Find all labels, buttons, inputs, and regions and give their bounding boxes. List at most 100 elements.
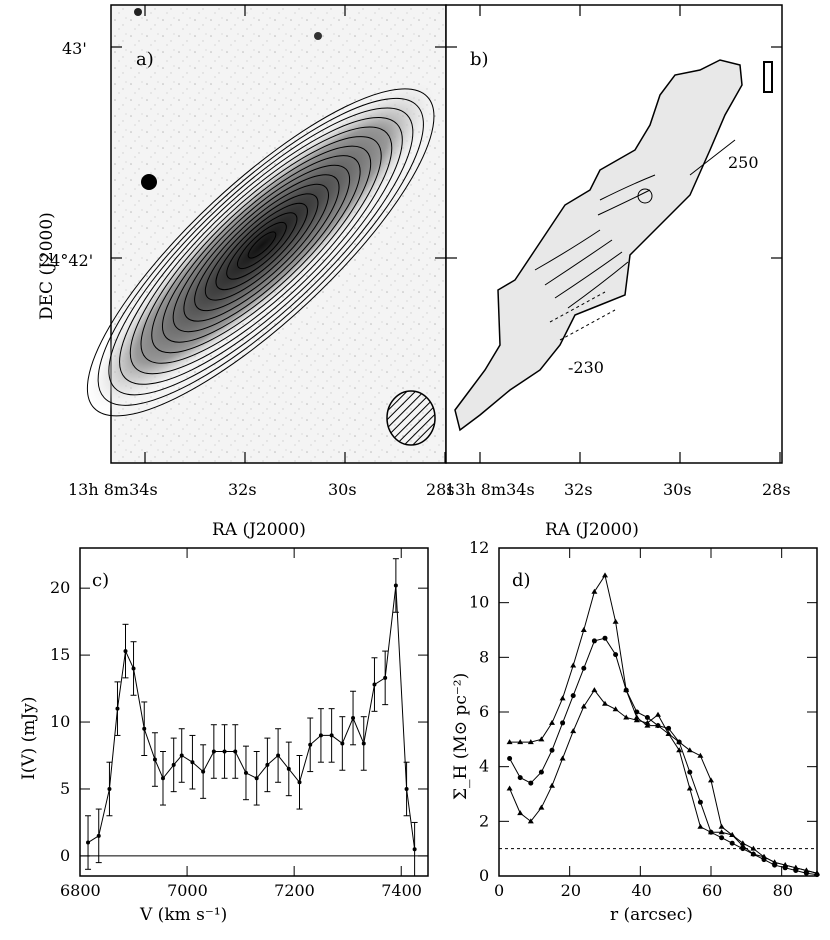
data-point: [719, 835, 725, 841]
leader-line: [689, 139, 736, 176]
contour-line: [129, 126, 393, 375]
star: [134, 8, 142, 16]
panel-b-label: b): [470, 49, 489, 70]
x-tick-label: 6800: [60, 881, 101, 900]
star: [141, 174, 157, 190]
x-tick-label: 7200: [274, 881, 315, 900]
x-tick-30: 30s: [328, 480, 357, 499]
y-tick-label: 20: [50, 578, 70, 597]
data-point: [361, 741, 366, 746]
data-point: [179, 753, 184, 758]
data-point: [740, 846, 746, 852]
y-tick-label: 10: [50, 712, 70, 731]
data-point-triangle: [686, 747, 693, 753]
panel-c-ylabel: I(V) (mJy): [19, 697, 39, 780]
data-point: [318, 733, 323, 738]
data-point: [623, 687, 629, 693]
x-tick-label: 0: [494, 881, 504, 900]
contour-line: [236, 221, 287, 270]
data-point-triangle: [803, 867, 810, 873]
data-point: [634, 709, 640, 715]
data-point: [729, 840, 735, 846]
contour-line: [86, 88, 435, 417]
data-point-triangle: [782, 862, 789, 868]
star: [314, 32, 322, 40]
data-point: [750, 851, 756, 857]
data-point-triangle: [623, 714, 630, 720]
data-point-triangle: [527, 818, 534, 824]
data-point-triangle: [527, 739, 534, 745]
contour-label-250: 250: [728, 153, 759, 172]
galaxy-image: [82, 76, 442, 414]
data-point: [602, 635, 608, 641]
data-point: [697, 799, 703, 805]
data-point-triangle: [814, 870, 820, 876]
data-point: [549, 747, 555, 753]
data-point-triangle: [686, 785, 693, 791]
y-tick-label: 2: [479, 811, 489, 830]
panel-a-ticks: [111, 5, 446, 463]
x-tick-28: 28s: [762, 480, 791, 499]
data-point: [383, 675, 388, 680]
x-tick-30: 30s: [663, 480, 692, 499]
y-tick-label: 15: [50, 645, 70, 664]
y-tick-43: 43': [62, 39, 87, 58]
data-point-triangle: [739, 840, 746, 846]
y-tick-label: 12: [469, 538, 489, 557]
data-point-triangle: [559, 695, 566, 701]
data-point-triangle: [644, 719, 651, 725]
data-point: [372, 682, 377, 687]
data-point-triangle: [612, 618, 619, 624]
data-point-triangle: [729, 832, 736, 837]
panel-d: d) 0 20 40 60 80 0 2 4 6 8 10 12 r (arcsec) Σ_H (M⊙…: [451, 538, 820, 925]
data-point-triangle: [612, 706, 619, 712]
y-tick-label: 0: [60, 846, 70, 865]
data-point: [211, 749, 216, 754]
data-point: [308, 742, 313, 747]
data-point-triangle: [761, 853, 767, 859]
y-tick-label: 8: [479, 647, 489, 666]
data-point-triangle: [549, 719, 555, 725]
data-point: [340, 741, 345, 746]
data-point: [351, 716, 356, 721]
data-point: [243, 770, 248, 775]
y-tick-2442: 24°42': [40, 251, 93, 270]
data-point: [404, 786, 409, 791]
panel-c-frame: [79, 547, 429, 877]
data-point-triangle: [549, 782, 555, 788]
contour-line: [151, 145, 372, 354]
data-point-triangle: [591, 687, 598, 693]
data-point: [254, 776, 259, 781]
scale-bar: [763, 61, 773, 93]
data-point: [190, 760, 195, 765]
data-point: [171, 762, 176, 767]
velocity-contours: [534, 174, 656, 341]
panel-a-contours: [86, 88, 435, 417]
data-point-triangle: [792, 864, 799, 870]
panel-d-data: [506, 572, 820, 878]
data-point-triangle: [538, 736, 545, 742]
y-tick-label: 10: [469, 593, 489, 612]
data-point-triangle: [559, 755, 566, 761]
panel-d-xlabel: r (arcsec): [610, 905, 693, 925]
data-point: [201, 769, 206, 774]
contour-line: [119, 117, 403, 385]
data-point-triangle: [538, 804, 545, 810]
data-point: [107, 786, 112, 791]
x-tick-label: 20: [561, 881, 581, 900]
data-point: [393, 583, 398, 588]
contour-line: [204, 193, 319, 301]
data-point-triangle: [517, 810, 524, 816]
data-point: [160, 776, 165, 781]
panel-b: b) 250 -230 13h 8m34s 32s 30s 28s RA (J2…: [445, 4, 791, 540]
contour-line: [172, 164, 351, 333]
data-point: [276, 753, 281, 758]
x-tick-28: 28s: [426, 480, 455, 499]
data-point-triangle: [633, 717, 640, 723]
data-point: [581, 665, 587, 671]
contour-line: [194, 183, 330, 312]
x-tick-label: 7000: [167, 881, 208, 900]
data-point: [507, 755, 513, 761]
x-tick-32: 32s: [564, 480, 593, 499]
